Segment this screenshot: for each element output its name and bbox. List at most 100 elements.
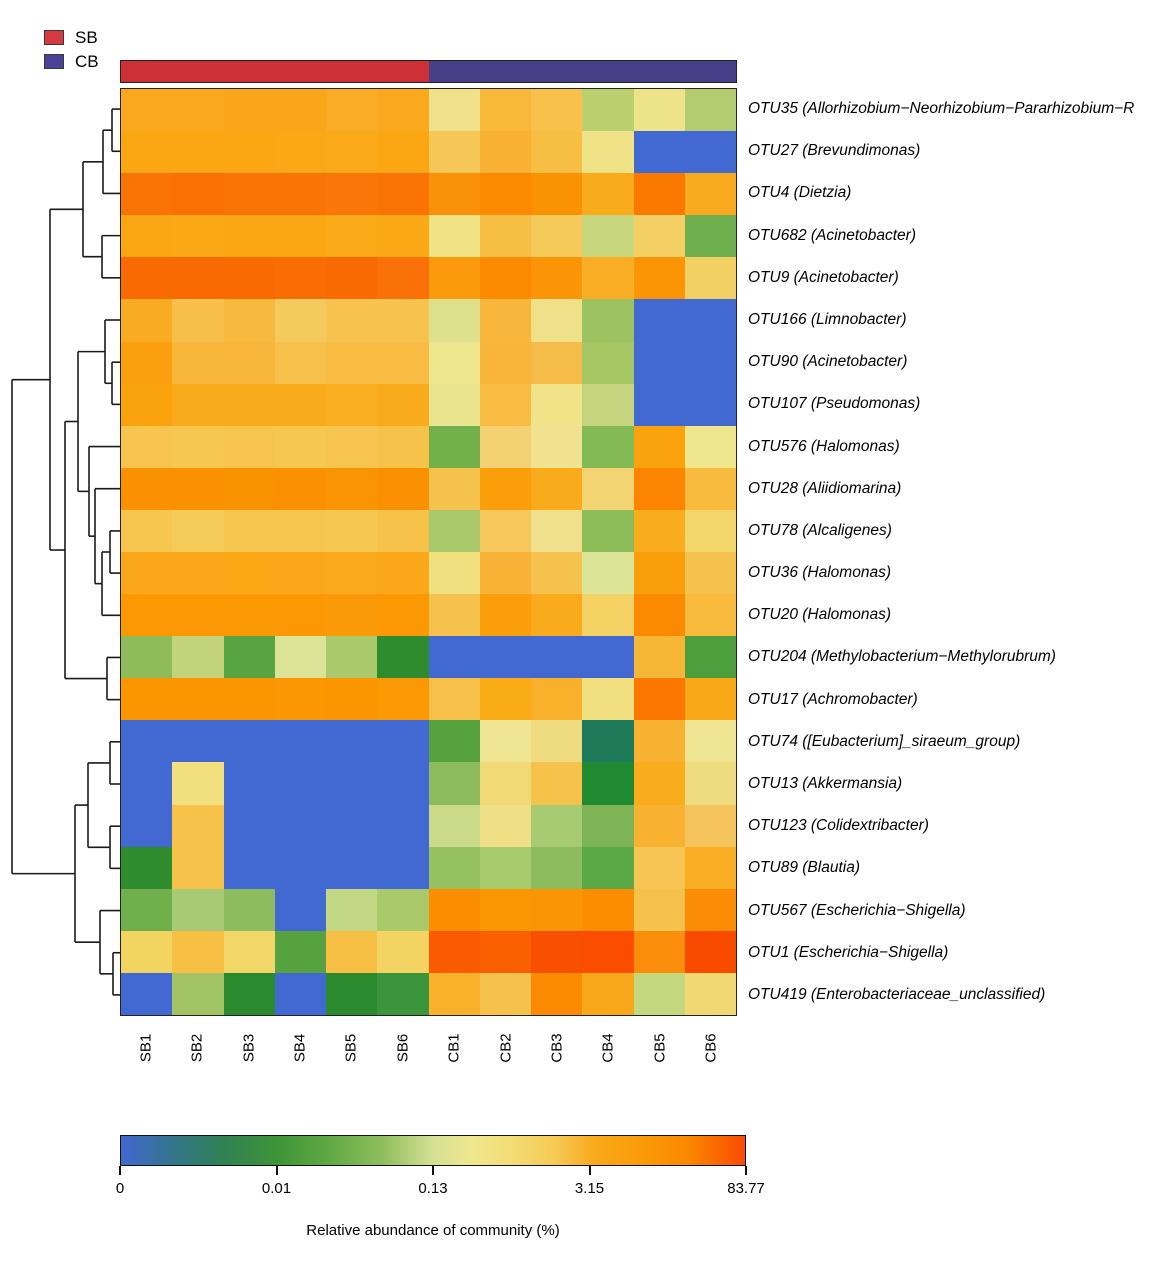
heatmap-cell-OTU576-SB1 [121,425,173,468]
column-label: CB3 [548,1033,566,1063]
row-label: OTU35 (Allorhizobium−Neorhizobium−Pararh… [748,100,1135,118]
heatmap-cell-OTU35-CB6 [684,89,736,132]
heatmap-cell-OTU27-SB2 [172,131,224,174]
heatmap-cell-OTU682-SB4 [274,215,326,258]
heatmap-cell-OTU78-CB6 [684,509,736,552]
heatmap-cell-OTU78-SB6 [377,509,429,552]
heatmap-cell-OTU27-SB1 [121,131,173,174]
heatmap-cell-OTU107-CB4 [582,383,634,426]
heatmap-cell-OTU166-SB1 [121,299,173,342]
heatmap-cell-OTU78-SB4 [274,509,326,552]
heatmap-cell-OTU9-SB5 [326,257,378,300]
heatmap-cell-OTU123-SB4 [274,804,326,847]
heatmap-cell-OTU682-CB3 [531,215,583,258]
heatmap-cell-OTU74-SB2 [172,720,224,763]
heatmap-cell-OTU9-SB2 [172,257,224,300]
heatmap-cell-OTU166-CB4 [582,299,634,342]
heatmap-cell-OTU4-CB2 [479,173,531,216]
heatmap-cell-OTU1-SB6 [377,930,429,973]
colorbar-tick-label: 0.13 [418,1180,448,1197]
heatmap-cell-OTU166-SB3 [223,299,275,342]
heatmap-cell-OTU89-CB2 [479,846,531,889]
heatmap-cell-OTU123-SB1 [121,804,173,847]
column-label: SB6 [394,1033,412,1063]
heatmap-cell-OTU123-CB5 [633,804,685,847]
heatmap-cell-OTU78-CB4 [582,509,634,552]
heatmap-cell-OTU13-SB2 [172,762,224,805]
heatmap-cell-OTU9-CB2 [479,257,531,300]
heatmap-cell-OTU204-CB5 [633,636,685,679]
heatmap-cell-OTU204-SB5 [326,636,378,679]
colorbar-gradient [120,1135,746,1166]
heatmap-cell-OTU419-CB5 [633,972,685,1015]
heatmap-cell-OTU36-CB2 [479,551,531,595]
heatmap-cell-OTU4-SB3 [223,173,275,216]
row-label: OTU27 (Brevundimonas) [748,142,921,160]
row-label: OTU107 (Pseudomonas) [748,395,921,413]
annotation-segment-cb [428,61,736,82]
row-label: OTU13 (Akkermansia) [748,775,903,792]
heatmap-cell-OTU567-SB3 [223,888,275,931]
heatmap-cell-OTU89-SB1 [121,846,173,889]
row-label: OTU419 (Enterobacteriaceae_unclassified) [748,985,1046,1003]
heatmap-cell-OTU419-SB4 [274,972,326,1015]
heatmap-cell-OTU20-CB5 [633,594,685,637]
heatmap-cell-OTU28-CB6 [684,467,736,510]
heatmap-cell-OTU576-SB6 [377,425,429,468]
heatmap-cell-OTU17-SB6 [377,678,429,721]
heatmap-cell-OTU36-CB1 [428,551,480,595]
heatmap-cell-OTU27-SB5 [326,131,378,174]
heatmap-cell-OTU36-SB2 [172,551,224,595]
heatmap-cell-OTU90-SB4 [274,341,326,384]
row-label: OTU36 (Halomonas) [748,564,891,582]
heatmap-cell-OTU74-SB4 [274,720,326,763]
heatmap-cell-OTU74-CB4 [582,720,634,763]
legend-label-cb: CB [75,52,99,71]
heatmap-cell-OTU13-CB3 [531,762,583,805]
heatmap-cell-OTU107-SB6 [377,383,429,426]
heatmap-cell-OTU17-CB1 [428,678,480,721]
heatmap-cell-OTU28-SB1 [121,467,173,510]
colorbar-tick [745,1166,747,1175]
heatmap-cell-OTU17-SB4 [274,678,326,721]
heatmap-cell-OTU17-SB3 [223,678,275,721]
heatmap-cell-OTU74-CB6 [684,720,736,763]
heatmap-cell-OTU78-CB1 [428,509,480,552]
heatmap-cell-OTU9-CB5 [633,257,685,300]
heatmap-cell-OTU4-SB4 [274,173,326,216]
heatmap-cell-OTU107-CB6 [684,383,736,426]
row-label: OTU9 (Acinetobacter) [748,268,899,286]
heatmap-cell-OTU28-CB3 [531,467,583,510]
heatmap-cell-OTU576-CB2 [479,425,531,468]
heatmap-cell-OTU419-SB6 [377,972,429,1015]
heatmap-cell-OTU17-CB2 [479,678,531,721]
heatmap-cell-OTU78-SB2 [172,509,224,552]
heatmap-cell-OTU20-SB2 [172,594,224,637]
heatmap-cell-OTU1-CB4 [582,930,634,973]
heatmap-cell-OTU27-CB3 [531,131,583,174]
heatmap-cell-OTU28-SB5 [326,467,378,510]
heatmap-cell-OTU107-SB3 [223,383,275,426]
heatmap-cell-OTU27-SB4 [274,131,326,174]
heatmap-cell-OTU35-SB4 [274,89,326,132]
heatmap-grid [120,88,737,1016]
heatmap-cell-OTU576-SB2 [172,425,224,468]
column-group-annotation-bar [120,60,737,83]
heatmap-cell-OTU74-SB3 [223,720,275,763]
heatmap-cell-OTU107-CB1 [428,383,480,426]
heatmap-cell-OTU204-SB1 [121,636,173,679]
heatmap-cell-OTU9-SB1 [121,257,173,300]
column-label: SB2 [188,1033,206,1063]
heatmap-cell-OTU89-CB3 [531,846,583,889]
heatmap-cell-OTU89-CB5 [633,846,685,889]
row-label: OTU89 (Blautia) [748,859,860,877]
heatmap-cell-OTU78-CB2 [479,509,531,552]
heatmap-cell-OTU20-SB4 [274,594,326,637]
heatmap-cell-OTU1-SB1 [121,930,173,973]
heatmap-cell-OTU123-CB4 [582,804,634,847]
heatmap-cell-OTU166-CB6 [684,299,736,342]
heatmap-cell-OTU13-CB1 [428,762,480,805]
heatmap-cell-OTU419-SB5 [326,972,378,1015]
row-label: OTU28 (Aliidiomarina) [748,479,902,497]
colorbar-tick-label: 0 [115,1180,125,1197]
